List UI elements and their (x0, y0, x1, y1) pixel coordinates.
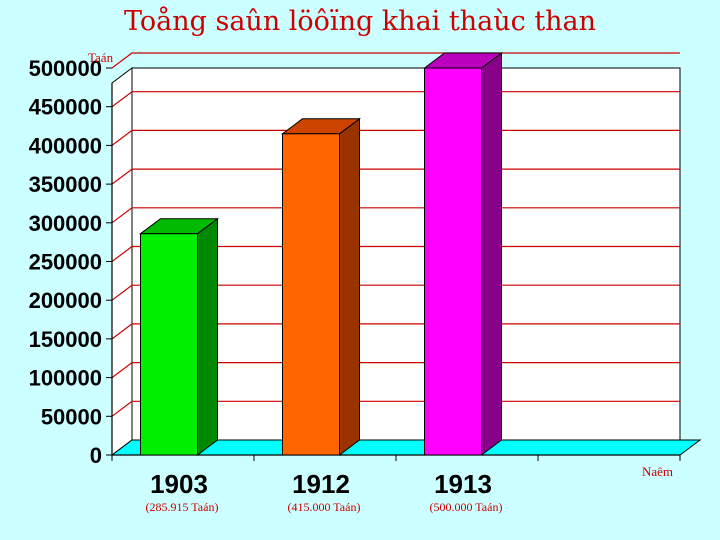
data-label: (500.000 Taán) (430, 500, 503, 514)
y-tick-label: 300000 (29, 211, 102, 236)
x-tick-label: 1903 (150, 469, 208, 499)
plot-side-wall (111, 67, 133, 456)
x-tick-label: 1913 (434, 469, 492, 499)
bar-side (481, 52, 502, 456)
y-tick-label: 400000 (29, 133, 102, 158)
y-tick-label: 250000 (29, 250, 102, 275)
y-tick-label: 150000 (29, 327, 102, 352)
bar-side (197, 217, 218, 456)
data-label: (285.915 Taán) (146, 500, 219, 514)
bar-1912 (282, 133, 340, 456)
y-tick-label: 200000 (29, 288, 102, 313)
gridline (111, 52, 680, 69)
y-axis-label: Taán (88, 50, 114, 65)
y-tick-label: 450000 (29, 95, 102, 120)
chart-title: Toång saûn löôïng khai thaùc than (123, 6, 597, 37)
y-tick-label: 500000 (29, 56, 102, 81)
bar-1913 (424, 67, 482, 456)
y-tick-label: 0 (90, 443, 102, 468)
bar-side (339, 117, 360, 456)
x-tick-label: 1912 (292, 469, 350, 499)
y-tick-label: 50000 (41, 404, 102, 429)
y-tick-label: 350000 (29, 172, 102, 197)
data-label: (415.000 Taán) (288, 500, 361, 514)
x-axis-label: Naêm (642, 464, 673, 479)
bar-1903 (140, 233, 198, 456)
y-tick-label: 100000 (29, 366, 102, 391)
